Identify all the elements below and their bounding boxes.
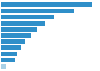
Bar: [1, 9, 74, 13]
Bar: [1, 39, 26, 44]
Bar: [1, 21, 46, 26]
Bar: [1, 27, 37, 32]
Bar: [1, 64, 6, 69]
Bar: [1, 58, 15, 62]
Bar: [1, 15, 54, 19]
Bar: [1, 52, 17, 56]
Bar: [1, 33, 31, 38]
Bar: [1, 2, 92, 7]
Bar: [1, 45, 21, 50]
